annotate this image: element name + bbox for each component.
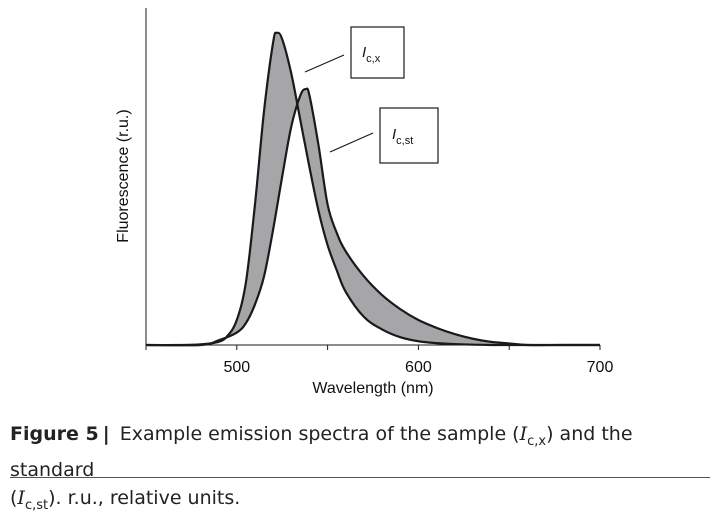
caption-text-4: ). r.u., relative units. [48,486,241,509]
standard-label: Ic,st [392,126,413,147]
sample-label-box [350,26,405,79]
x-axis-tick-labels: 500 600 700 [223,359,613,376]
emission-spectra-chart: 500 600 700 Wavelength (nm) Fluorescence (… [115,8,613,397]
caption-text-1: Example emission spectra of the sample ( [113,423,520,445]
sample-label: Ic,x [362,44,381,65]
sample-spectrum-line [145,31,600,347]
sample-callout-line [304,54,345,73]
x-tick-label-600: 600 [405,359,432,376]
caption-sub-sample: c,x [527,433,547,449]
standard-callout-line [329,132,374,153]
caption-rule [10,477,710,478]
caption-separator: | [102,423,110,445]
caption-text-2: ) and the standard [10,423,633,481]
caption-var-standard: I [17,486,25,509]
x-tick-label-700: 700 [587,359,614,376]
x-axis-label: Wavelength (nm) [312,380,433,397]
caption-sub-standard: c,st [24,497,49,513]
caption-text-3: ( [10,486,18,509]
x-axis-ticks [145,345,601,350]
figure-label: Figure 5 [10,423,99,445]
spectra-difference-area [146,32,600,346]
figure-caption: Figure 5 | Example emission spectra of th… [10,420,710,520]
standard-label-box [379,107,439,164]
caption-var-sample: I [519,423,528,445]
y-axis-label: Fluorescence (r.u.) [115,109,132,242]
x-tick-label-500: 500 [223,359,250,376]
standard-spectrum-line [145,87,600,347]
